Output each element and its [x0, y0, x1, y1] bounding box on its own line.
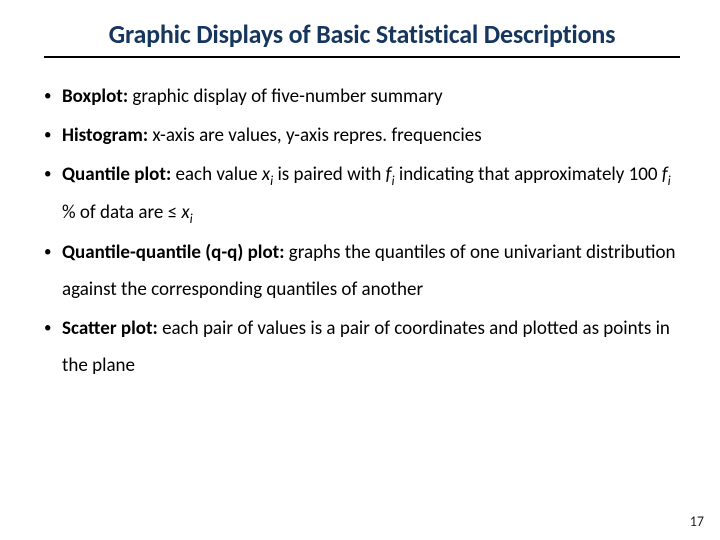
bullet-item: Scatter plot: each pair of values is a p…: [44, 310, 680, 384]
bullet-term: Boxplot:: [62, 85, 128, 108]
bullet-term: Histogram:: [62, 124, 148, 147]
bullet-rest: x-axis are values, y-axis repres. freque…: [148, 124, 482, 147]
page-number: 17: [690, 513, 704, 530]
bullet-item: Quantile-quantile (q-q) plot: graphs the…: [44, 234, 680, 308]
bullet-rest: graphic display of five-number summary: [128, 85, 443, 108]
bullet-list: Boxplot: graphic display of five-number …: [44, 78, 680, 384]
bullet-item: Boxplot: graphic display of five-number …: [44, 78, 680, 115]
bullet-item: Quantile plot: each value xi is paired w…: [44, 156, 680, 231]
slide-title: Graphic Displays of Basic Statistical De…: [44, 18, 680, 58]
bullet-term: Quantile plot:: [62, 163, 171, 186]
bullet-item: Histogram: x-axis are values, y-axis rep…: [44, 117, 680, 154]
bullet-term: Scatter plot:: [62, 317, 158, 340]
slide: Graphic Displays of Basic Statistical De…: [0, 0, 720, 540]
bullet-term: Quantile-quantile (q-q) plot:: [62, 241, 285, 264]
